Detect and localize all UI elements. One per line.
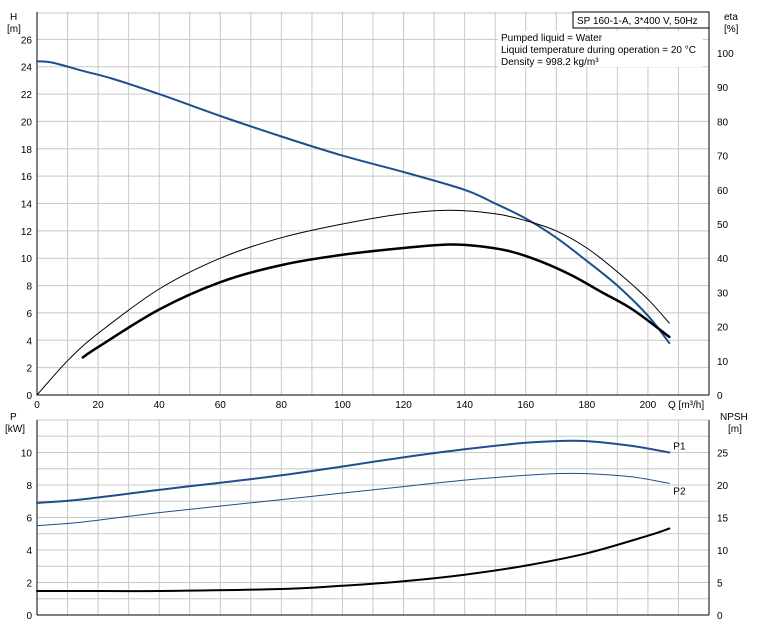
top-curve-h — [36, 60, 671, 344]
top-curve-eta-bold — [81, 243, 671, 359]
npsh-axis-unit: [m] — [728, 424, 742, 435]
x-tick-label-200: 200 — [640, 400, 657, 411]
eta-tick-label-80: 80 — [717, 117, 729, 128]
series-label-p1: P1 — [673, 442, 686, 453]
npsh-tick-label-25: 25 — [717, 449, 729, 460]
annotation-bg-1 — [498, 43, 703, 55]
h-axis-title: H — [10, 12, 17, 23]
series-label-p2: P2 — [673, 486, 686, 497]
eta-axis-unit: [%] — [724, 24, 739, 35]
annotation-2: Density = 998.2 kg/m³ — [501, 57, 599, 68]
h-tick-label-4: 4 — [26, 336, 32, 347]
npsh-axis-title: NPSH — [720, 412, 748, 423]
eta-tick-label-50: 50 — [717, 220, 729, 231]
h-tick-label-22: 22 — [21, 90, 33, 101]
x-tick-label-80: 80 — [276, 400, 288, 411]
eta-tick-label-20: 20 — [717, 323, 729, 334]
npsh-tick-label-20: 20 — [717, 481, 729, 492]
npsh-tick-label-5: 5 — [717, 579, 723, 590]
eta-tick-label-0: 0 — [717, 391, 723, 402]
annotation-bg-2 — [498, 55, 703, 67]
pump-title-box — [572, 11, 710, 29]
x-tick-label-20: 20 — [93, 400, 105, 411]
x-tick-label-0: 0 — [34, 400, 40, 411]
x-tick-label-120: 120 — [395, 400, 412, 411]
p-axis-unit: [kW] — [5, 424, 25, 435]
h-tick-label-0: 0 — [26, 391, 32, 402]
h-tick-label-8: 8 — [26, 282, 32, 293]
x-tick-label-140: 140 — [456, 400, 473, 411]
eta-tick-label-10: 10 — [717, 357, 729, 368]
h-tick-label-12: 12 — [21, 227, 33, 238]
p-tick-label-8: 8 — [26, 481, 32, 492]
annotation-0: Pumped liquid = Water — [501, 33, 603, 44]
npsh-tick-label-15: 15 — [717, 514, 729, 525]
eta-tick-label-90: 90 — [717, 83, 729, 94]
top-curve-eta-thin — [36, 209, 670, 396]
h-tick-label-10: 10 — [21, 254, 33, 265]
h-tick-label-18: 18 — [21, 145, 33, 156]
h-axis-unit: [m] — [7, 24, 21, 35]
p-axis-title: P — [10, 412, 17, 423]
bottom-curve-npsh — [36, 527, 671, 593]
npsh-tick-label-0: 0 — [717, 611, 723, 622]
h-tick-label-24: 24 — [21, 63, 33, 74]
p-tick-label-2: 2 — [26, 579, 32, 590]
x-tick-label-100: 100 — [334, 400, 351, 411]
h-tick-label-16: 16 — [21, 172, 33, 183]
bottom-curve-p1 — [36, 439, 671, 504]
p-tick-label-10: 10 — [21, 449, 33, 460]
q-axis-title: Q [m³/h] — [668, 400, 704, 411]
h-tick-label-2: 2 — [26, 364, 32, 375]
annotation-bg-0 — [498, 31, 703, 43]
p-tick-label-6: 6 — [26, 514, 32, 525]
eta-tick-label-30: 30 — [717, 288, 729, 299]
x-tick-label-60: 60 — [215, 400, 227, 411]
h-tick-label-20: 20 — [21, 117, 33, 128]
h-tick-label-26: 26 — [21, 35, 33, 46]
npsh-tick-label-10: 10 — [717, 546, 729, 557]
x-tick-label-180: 180 — [578, 400, 595, 411]
pump-title: SP 160-1-A, 3*400 V, 50Hz — [577, 16, 698, 27]
x-tick-label-40: 40 — [154, 400, 166, 411]
bottom-curve-p2 — [36, 472, 670, 527]
eta-axis-title: eta — [724, 12, 738, 23]
eta-tick-label-60: 60 — [717, 186, 729, 197]
h-tick-label-14: 14 — [21, 200, 33, 211]
p-tick-label-4: 4 — [26, 546, 32, 557]
h-tick-label-6: 6 — [26, 309, 32, 320]
eta-tick-label-100: 100 — [717, 49, 734, 60]
p-tick-label-0: 0 — [26, 611, 32, 622]
annotation-1: Liquid temperature during operation = 20… — [501, 45, 696, 56]
eta-tick-label-70: 70 — [717, 152, 729, 163]
eta-tick-label-40: 40 — [717, 254, 729, 265]
x-tick-label-160: 160 — [517, 400, 534, 411]
